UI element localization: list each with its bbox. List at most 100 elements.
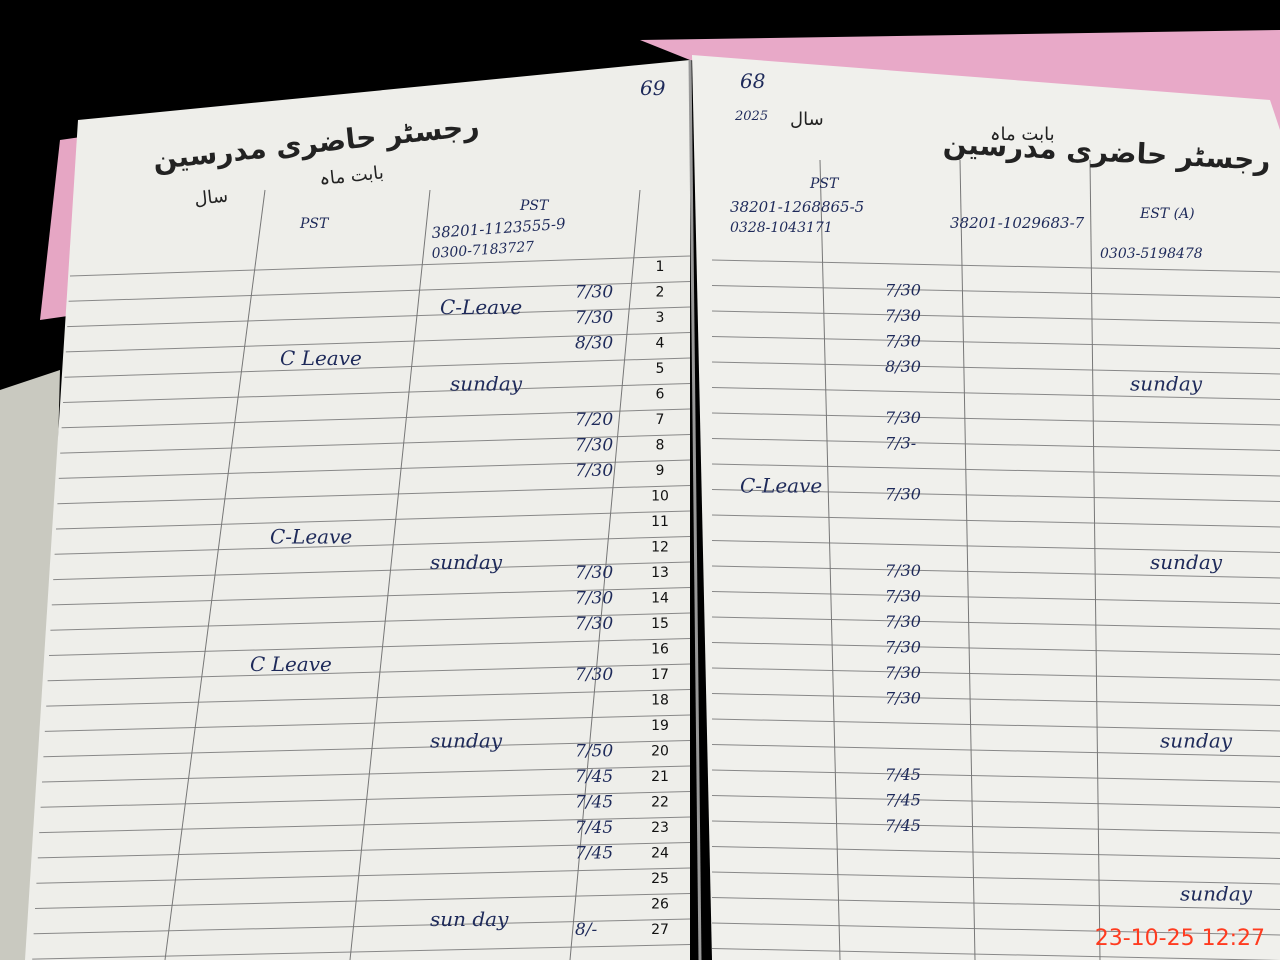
rule: [61, 408, 691, 429]
date: 20: [651, 744, 669, 760]
rule: [50, 612, 691, 631]
note: sunday: [430, 729, 503, 753]
time: 8/30: [575, 334, 613, 354]
date: 19: [651, 718, 669, 734]
time: 7/45: [575, 844, 613, 864]
rule: [711, 540, 1280, 553]
rule: [64, 357, 691, 378]
time: 7/45: [885, 791, 921, 810]
date: 7: [656, 412, 665, 428]
designation: PST: [519, 198, 550, 214]
time: 7/50: [575, 742, 613, 762]
note: C Leave: [250, 652, 332, 676]
time: 7/30: [575, 461, 613, 481]
date: 4: [656, 336, 665, 352]
note: sunday: [450, 372, 523, 396]
date: 16: [651, 642, 669, 658]
rule: [711, 310, 1280, 324]
rule: [711, 718, 1280, 732]
date: 1: [656, 259, 665, 275]
date: 14: [651, 591, 669, 607]
time: 7/3-: [885, 434, 916, 453]
rule: [33, 918, 691, 935]
month-label: بابت ماہ: [990, 124, 1055, 145]
note: sunday: [1150, 550, 1223, 574]
note: sun day: [430, 907, 509, 931]
rule: [711, 693, 1280, 706]
time: 7/45: [885, 765, 921, 784]
date: 2: [656, 285, 665, 301]
date: 11: [651, 514, 669, 530]
rule: [54, 536, 691, 555]
column-line: [569, 189, 641, 960]
note: C Leave: [280, 346, 362, 370]
time: 7/30: [575, 614, 613, 634]
rule: [41, 765, 691, 783]
date: 25: [651, 871, 669, 887]
rule: [36, 867, 691, 884]
date: 15: [651, 616, 669, 632]
note: sunday: [1180, 882, 1253, 906]
column-line: [164, 189, 266, 960]
rule: [711, 259, 1280, 273]
time: 7/20: [575, 410, 613, 430]
rule: [711, 922, 1280, 936]
rule: [65, 332, 691, 353]
date: 17: [651, 667, 669, 683]
time: 7/30: [575, 436, 613, 456]
date: 13: [651, 565, 669, 581]
rule: [44, 714, 691, 732]
time: 7/30: [575, 308, 613, 328]
time: 7/30: [885, 663, 921, 682]
phone: 0303-5198478: [1100, 246, 1203, 262]
time: 7/45: [575, 767, 613, 787]
time: 7/30: [575, 563, 613, 583]
date: 23: [651, 820, 669, 836]
time: 7/30: [885, 332, 921, 351]
time: 7/30: [575, 665, 613, 685]
rule: [60, 434, 691, 454]
time: 7/30: [885, 485, 921, 504]
note: C-Leave: [440, 295, 522, 319]
rule: [37, 842, 691, 859]
rule: [53, 561, 691, 581]
date: 6: [656, 387, 665, 403]
column-line: [819, 159, 841, 960]
spine: [688, 59, 702, 960]
date: 3: [656, 310, 665, 326]
rule: [711, 336, 1280, 349]
page-number: 69: [640, 76, 666, 100]
time: 8/-: [575, 920, 598, 940]
time: 7/30: [575, 589, 613, 609]
time: 7/45: [575, 818, 613, 838]
rule: [711, 948, 1280, 960]
date: 26: [651, 897, 669, 913]
rule: [711, 846, 1280, 859]
timestamp: 23-10-25 12:27: [1095, 926, 1265, 951]
rule: [48, 638, 691, 656]
rule: [55, 510, 691, 530]
time: 7/30: [575, 283, 613, 303]
rule: [32, 944, 691, 960]
date: 27: [651, 922, 669, 938]
rule: [711, 667, 1280, 681]
rule: [711, 769, 1280, 783]
time: 7/30: [885, 561, 921, 580]
phone: 0328-1043171: [730, 220, 833, 236]
year-label: سال: [193, 186, 229, 210]
rule: [47, 663, 691, 682]
year-label: سال: [790, 109, 824, 130]
right-page: [692, 55, 1280, 960]
time: 7/30: [885, 587, 921, 606]
date: 12: [651, 540, 669, 556]
note: sunday: [1130, 372, 1203, 396]
year: 2025: [734, 109, 768, 124]
date: 9: [656, 463, 665, 479]
rule: [711, 387, 1280, 400]
column-line: [349, 189, 431, 960]
date: 8: [656, 438, 665, 454]
time: 7/30: [885, 612, 921, 631]
time: 7/30: [885, 689, 921, 708]
